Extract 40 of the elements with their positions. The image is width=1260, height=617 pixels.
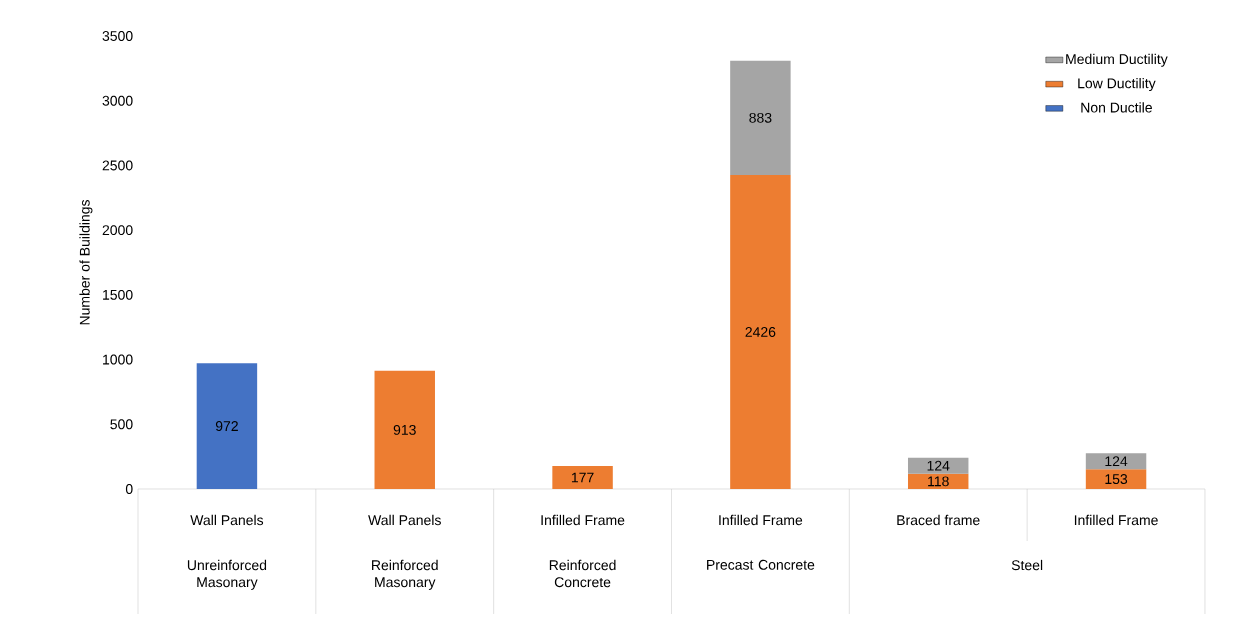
data-label: 153 [1105,474,1128,485]
text: Reinforced Concrete [549,559,616,588]
bar [374,370,435,489]
bar [1085,469,1147,489]
y-tick-label: 2500 [102,160,133,171]
x-tick-label: Braced frame [897,514,980,526]
bar [196,363,258,489]
data-label: 883 [749,112,772,123]
y-tick-label: 0 [125,484,133,494]
x-tick-label: Infilled Frame [719,514,803,526]
data-label: 913 [393,424,416,435]
x-tick-label: Wall Panels [190,514,264,526]
y-tick-label: 500 [110,419,133,430]
y-tick-label: 1000 [103,354,133,365]
data-label: 177 [571,472,594,483]
text: Precast Concrete [707,559,815,570]
bar [1085,453,1147,470]
bar [730,174,791,489]
x-tick-label: Infilled Frame [541,514,625,526]
data-label: 124 [1105,456,1128,467]
bar [907,457,969,474]
legend-label: Non Ductile [1081,102,1152,113]
bar [730,60,791,175]
data-label: 124 [927,460,950,471]
y-tick-label: 2000 [102,225,133,236]
text: Unreinforced Masonary [187,559,267,590]
y-tick-label: 1500 [103,289,133,300]
legend-label: Medium Ductility [1066,53,1168,67]
text: Steel [1011,559,1043,571]
bar [552,466,613,489]
x-tick-label: Wall Panels [368,514,441,526]
data-label: 118 [928,476,949,487]
y-axis-title: Number of Buildings [79,200,93,325]
data-label: 2426 [745,327,776,337]
text: Reinforced Masonary [372,559,438,590]
y-tick-label: 3000 [102,95,133,106]
x-tick-label: Infilled Frame [1074,514,1158,526]
legend-label: Low Ductility [1078,78,1156,92]
y-tick-label: 3500 [102,31,133,41]
data-label: 972 [215,421,238,432]
